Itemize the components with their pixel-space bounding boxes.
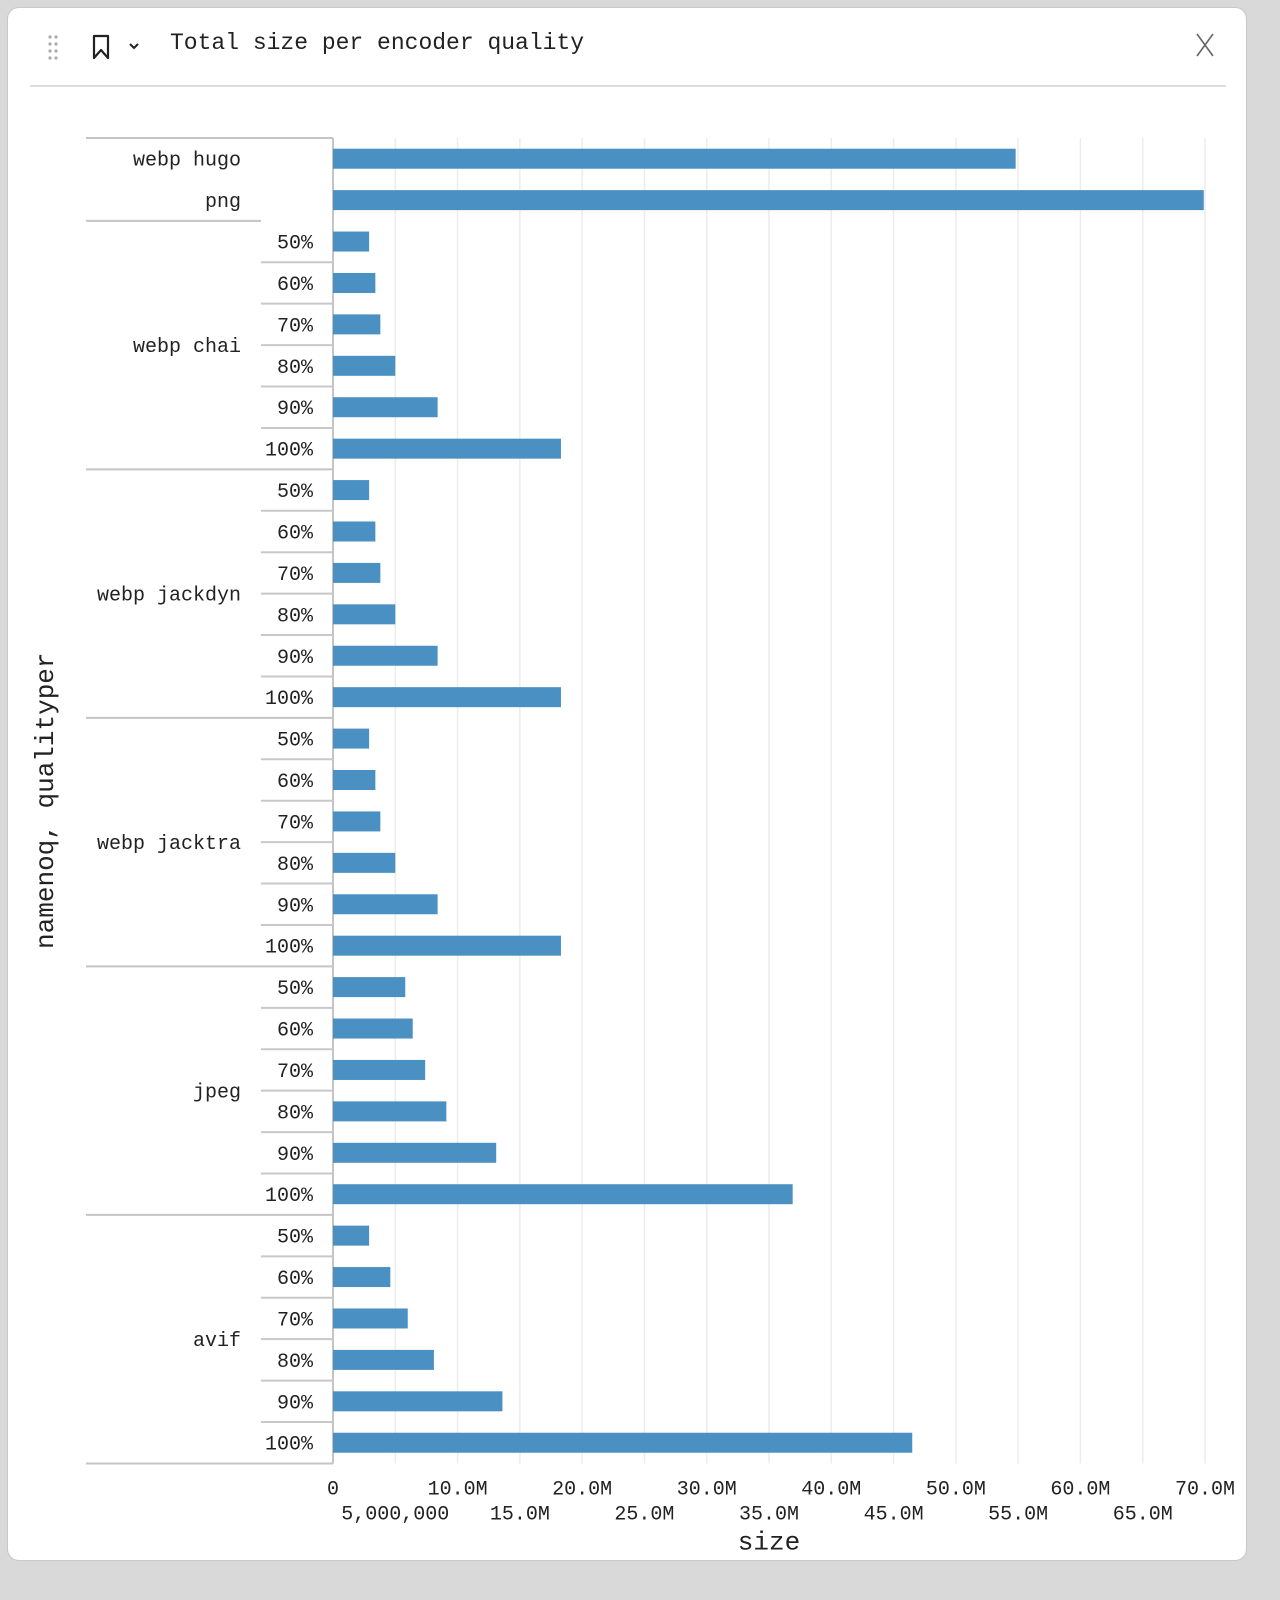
quality-label: 90% bbox=[277, 1144, 314, 1167]
quality-label: 100% bbox=[265, 937, 314, 960]
quality-label: 90% bbox=[277, 398, 314, 421]
quality-label: 100% bbox=[265, 440, 314, 463]
bar bbox=[333, 1018, 413, 1039]
quality-label: 90% bbox=[277, 895, 314, 918]
bar bbox=[333, 148, 1016, 169]
bar bbox=[333, 397, 438, 418]
x-tick-label: 65.0M bbox=[1113, 1503, 1173, 1526]
bar bbox=[333, 935, 561, 956]
x-tick-label: 30.0M bbox=[677, 1478, 737, 1501]
quality-label: 70% bbox=[277, 1061, 314, 1084]
x-tick-label: 55.0M bbox=[988, 1503, 1048, 1526]
bar bbox=[333, 811, 381, 832]
bar bbox=[333, 770, 376, 791]
bar bbox=[333, 438, 561, 459]
group-label: jpeg bbox=[193, 1082, 241, 1105]
bar bbox=[333, 190, 1204, 211]
quality-label: 50% bbox=[277, 481, 314, 504]
chart-panel: Total size per encoder quality bbox=[7, 7, 1247, 1561]
bar bbox=[333, 231, 370, 252]
quality-label: 50% bbox=[277, 233, 314, 256]
quality-label: 50% bbox=[277, 1227, 314, 1250]
quality-label: 100% bbox=[265, 1434, 314, 1457]
quality-label: 70% bbox=[277, 315, 314, 338]
chevron-down-icon[interactable] bbox=[126, 38, 142, 54]
group-label: webp jackdyn bbox=[97, 585, 241, 608]
quality-label: 80% bbox=[277, 357, 314, 380]
x-tick-label: 60.0M bbox=[1050, 1478, 1110, 1501]
quality-label: 60% bbox=[277, 771, 314, 794]
y-axis-title: namenoq, qualityper bbox=[31, 652, 61, 948]
bar bbox=[333, 1225, 370, 1246]
quality-label: 70% bbox=[277, 1309, 314, 1332]
x-tick-label: 25.0M bbox=[614, 1503, 674, 1526]
bar bbox=[333, 894, 438, 915]
group-label: png bbox=[205, 191, 241, 214]
quality-label: 70% bbox=[277, 564, 314, 587]
bar bbox=[333, 1267, 391, 1288]
bar bbox=[333, 1184, 793, 1205]
group-label: webp hugo bbox=[133, 150, 241, 173]
bar bbox=[333, 562, 381, 583]
bar bbox=[333, 852, 396, 873]
x-tick-label: 0 bbox=[327, 1478, 339, 1501]
bar bbox=[333, 1059, 426, 1080]
bar bbox=[333, 977, 406, 998]
x-tick-label: 10.0M bbox=[428, 1478, 488, 1501]
group-label: webp chai bbox=[133, 336, 241, 359]
panel-title: Total size per encoder quality bbox=[170, 30, 585, 56]
x-tick-label: 40.0M bbox=[801, 1478, 861, 1501]
quality-label: 50% bbox=[277, 730, 314, 753]
quality-label: 60% bbox=[277, 1268, 314, 1291]
quality-label: 80% bbox=[277, 854, 314, 877]
quality-label: 50% bbox=[277, 978, 314, 1001]
quality-label: 60% bbox=[277, 274, 314, 297]
quality-label: 100% bbox=[265, 1185, 314, 1208]
bar bbox=[333, 645, 438, 666]
quality-label: 80% bbox=[277, 1102, 314, 1125]
quality-label: 80% bbox=[277, 1351, 314, 1374]
x-tick-label: 50.0M bbox=[926, 1478, 986, 1501]
bar bbox=[333, 687, 561, 708]
quality-label: 90% bbox=[277, 647, 314, 670]
x-axis-title: size bbox=[738, 1527, 800, 1557]
bar bbox=[333, 1142, 497, 1163]
bar bbox=[333, 480, 370, 501]
x-tick-label: 5,000,000 bbox=[341, 1503, 449, 1526]
bar bbox=[333, 1308, 408, 1329]
quality-label: 90% bbox=[277, 1392, 314, 1415]
bar bbox=[333, 521, 376, 542]
bar bbox=[333, 355, 396, 376]
drag-handle-icon[interactable] bbox=[48, 34, 58, 60]
bar bbox=[333, 272, 376, 293]
x-tick-label: 15.0M bbox=[490, 1503, 550, 1526]
quality-label: 70% bbox=[277, 812, 314, 835]
quality-label: 80% bbox=[277, 605, 314, 628]
bar bbox=[333, 1349, 434, 1370]
quality-label: 60% bbox=[277, 1020, 314, 1043]
group-label: webp jacktra bbox=[97, 833, 241, 856]
bar bbox=[333, 1101, 447, 1122]
bar bbox=[333, 604, 396, 625]
bar bbox=[333, 314, 381, 335]
quality-label: 100% bbox=[265, 688, 314, 711]
quality-label: 60% bbox=[277, 522, 314, 545]
bookmark-icon[interactable] bbox=[90, 34, 112, 60]
bar bbox=[333, 1391, 503, 1412]
panel-header: Total size per encoder quality bbox=[8, 8, 1246, 86]
header-divider bbox=[30, 85, 1226, 87]
x-tick-label: 70.0M bbox=[1175, 1478, 1235, 1501]
close-icon[interactable] bbox=[1190, 30, 1220, 60]
bar bbox=[333, 728, 370, 749]
bar bbox=[333, 1432, 913, 1453]
x-tick-label: 45.0M bbox=[864, 1503, 924, 1526]
x-tick-label: 20.0M bbox=[552, 1478, 612, 1501]
x-tick-label: 35.0M bbox=[739, 1503, 799, 1526]
group-label: avif bbox=[193, 1330, 241, 1353]
